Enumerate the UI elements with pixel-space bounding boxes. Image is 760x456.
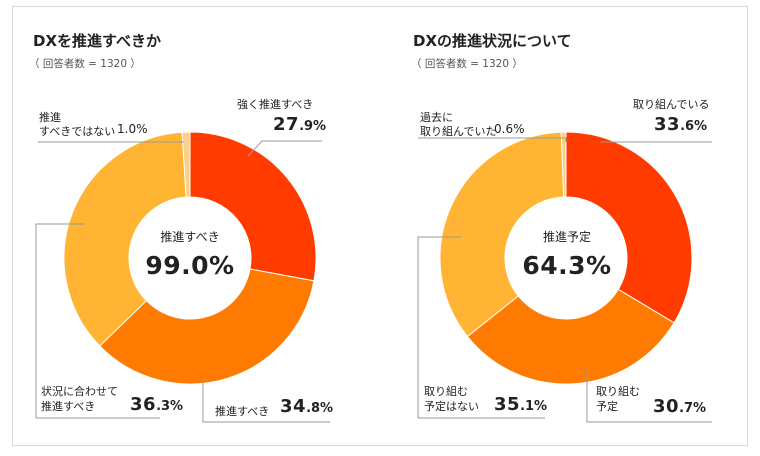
chart-2-center-value: 64.3% [522, 251, 612, 280]
chart-1-leader-strongly-promote [247, 140, 322, 157]
chart-1-value-promote: 34.8% [280, 396, 334, 417]
chart-2-value-doing: 33.6% [654, 114, 708, 135]
chart-2-slice-past [560, 131, 567, 198]
chart-1-leader-promote [202, 378, 330, 423]
chart-1-slice-strongly-promote [189, 131, 317, 282]
chart-1-slice-situational [63, 131, 187, 347]
chart-2-label-planned-line2: 予定 [596, 400, 618, 413]
chart-2-slice-doing [565, 131, 693, 324]
chart-2-value-past: 0.6% [494, 122, 525, 136]
chart-2-leader-planned [586, 368, 712, 423]
chart-1-center-label: 推進すべき [160, 230, 220, 244]
chart-1-label-situational-line1: 状況に合わせて [41, 385, 118, 398]
chart-2-title: DXの推進状況について [413, 32, 572, 50]
chart-1-value-situational: 36.3% [130, 394, 184, 415]
chart-1-label-should-not-line1: 推進 [39, 111, 61, 124]
chart-1-value-should-not: 1.0% [117, 122, 148, 136]
chart-2-leader-not-planned [417, 236, 545, 419]
chart-2-value-not-planned: 35.1% [494, 394, 548, 415]
chart-2-label-past-line2: 取り組んでいた [420, 125, 497, 138]
chart-1-center-value: 99.0% [145, 251, 235, 280]
chart-2-value-planned: 30.7% [653, 396, 707, 417]
chart-2-leader-past [418, 137, 567, 142]
chart-2-label-planned-line1: 取り組む [596, 385, 640, 398]
chart-1-label-should-not-line2: すべきではない [39, 125, 116, 138]
chart-2-subtitle: （ 回答者数 = 1320 ） [411, 58, 523, 70]
chart-1-label-situational-line2: 推進すべき [41, 400, 96, 413]
chart-2-label-past-line1: 過去に [420, 111, 453, 124]
chart-2-center-label: 推進予定 [542, 230, 591, 244]
chart-1-value-strongly-promote: 27.9% [273, 114, 327, 135]
chart-1-slice-should-not [181, 131, 191, 198]
chart-2-label-not-planned-line2: 予定はない [424, 400, 479, 413]
chart-2-slice-planned [466, 288, 675, 385]
chart-2-label-not-planned-line1: 取り組む [424, 385, 468, 398]
chart-1-slice-promote [99, 268, 315, 385]
chart-1-title: DXを推進すべきか [33, 32, 161, 50]
chart-1-subtitle: （ 回答者数 = 1320 ） [29, 58, 141, 70]
chart-2-slice-not-planned [439, 131, 565, 338]
chart-1-label-promote: 推進すべき [215, 405, 270, 418]
chart-1-leader-situational [35, 223, 160, 419]
chart-1-label-strongly-promote: 強く推進すべき [237, 98, 314, 111]
chart-2-label-doing: 取り組んでいる [633, 98, 710, 111]
